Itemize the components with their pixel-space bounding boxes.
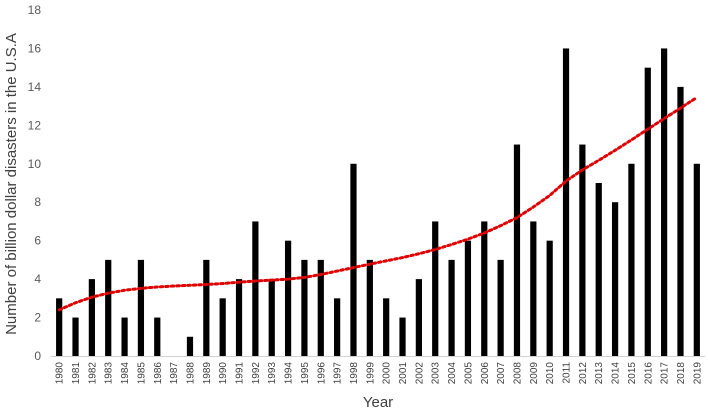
- x-tick-label: 1991: [235, 362, 246, 385]
- bar-1988: [186, 336, 194, 356]
- bar-2019: [693, 163, 700, 356]
- x-tick-label: 1994: [284, 362, 295, 385]
- x-tick-label: 2018: [676, 362, 687, 385]
- x-axis-ticks: 1980 1981 1982 1983 1984 1985 1986 1987 1988 1989…: [55, 362, 704, 385]
- x-tick-label: 1990: [218, 362, 229, 385]
- x-tick-label: 1996: [316, 362, 327, 385]
- y-tick-label: 10: [28, 157, 42, 171]
- x-tick-label: 1984: [120, 362, 131, 385]
- x-tick-label: 1981: [71, 362, 82, 385]
- bar-2003: [432, 221, 439, 356]
- bar-2011: [562, 48, 570, 356]
- bar-1998: [350, 163, 357, 356]
- bar-2016: [644, 67, 651, 357]
- x-axis-title: Year: [363, 394, 393, 411]
- x-tick-label: 2017: [660, 362, 671, 385]
- x-tick-label: 1992: [251, 362, 262, 385]
- x-tick-label: 1999: [365, 362, 376, 385]
- bar-2001: [399, 317, 406, 356]
- y-tick-label: 6: [34, 234, 41, 248]
- x-tick-label: 2009: [529, 362, 540, 385]
- x-tick-label: 1986: [153, 362, 164, 385]
- bar-1999: [366, 259, 373, 356]
- x-tick-label: 2007: [496, 362, 507, 385]
- bars: [56, 48, 700, 357]
- x-tick-label: 2019: [692, 362, 703, 385]
- bar-2018: [677, 86, 684, 356]
- bar-2005: [464, 240, 472, 356]
- x-tick-label: 2010: [545, 362, 556, 385]
- x-tick-label: 1993: [267, 362, 278, 385]
- x-tick-label: 2011: [562, 362, 573, 384]
- bar-1997: [334, 298, 341, 356]
- bar-2000: [383, 298, 390, 356]
- x-tick-label: 1983: [104, 362, 115, 385]
- y-axis-ticks: 0 2 4 6 8 10 12 14 16 18: [28, 3, 42, 363]
- y-tick-label: 18: [28, 3, 42, 17]
- bar-2017: [661, 48, 668, 356]
- bar-2008: [513, 144, 521, 356]
- x-tick-label: 2004: [447, 362, 458, 385]
- x-tick-label: 2008: [512, 362, 523, 385]
- y-tick-label: 0: [34, 349, 41, 363]
- bar-2007: [497, 259, 504, 356]
- x-tick-label: 1982: [87, 362, 98, 385]
- x-tick-label: 2001: [398, 362, 409, 385]
- x-tick-label: 2016: [643, 362, 654, 385]
- x-tick-label: 1980: [55, 362, 66, 385]
- bar-1984: [121, 317, 128, 356]
- bar-1983: [105, 259, 112, 356]
- y-tick-label: 16: [28, 41, 42, 55]
- y-tick-label: 8: [34, 195, 41, 209]
- bar-1996: [317, 259, 324, 356]
- x-tick-label: 2002: [414, 362, 425, 385]
- bar-1986: [154, 317, 161, 356]
- x-tick-label: 2013: [594, 362, 605, 385]
- bar-1993: [268, 279, 275, 356]
- trendline: [57, 95, 699, 312]
- bar-1994: [284, 240, 292, 356]
- bar-1992: [252, 221, 259, 356]
- x-tick-label: 1995: [300, 362, 311, 385]
- bar-1980: [56, 298, 63, 356]
- bar-2002: [415, 279, 422, 356]
- x-tick-label: 2000: [382, 362, 393, 385]
- bar-2006: [481, 221, 488, 356]
- bar-2004: [448, 259, 455, 356]
- x-tick-label: 2015: [627, 362, 638, 385]
- bar-1990: [219, 298, 226, 356]
- y-axis-title: Number of billion dollar disasters in th…: [3, 33, 20, 335]
- bar-1981: [72, 317, 79, 356]
- y-tick-label: 12: [28, 118, 42, 132]
- bar-1982: [88, 279, 95, 356]
- bar-2009: [530, 221, 537, 356]
- y-tick-label: 2: [34, 311, 41, 325]
- bar-1995: [301, 259, 308, 356]
- bar-1985: [137, 259, 145, 356]
- bar-1989: [203, 259, 210, 356]
- x-tick-label: 1985: [136, 362, 147, 385]
- bar-1991: [235, 279, 243, 356]
- x-tick-label: 1998: [349, 362, 360, 385]
- y-tick-label: 4: [34, 272, 41, 286]
- bar-2015: [628, 163, 635, 356]
- x-tick-label: 2006: [480, 362, 491, 385]
- x-tick-label: 1997: [333, 362, 344, 385]
- x-tick-label: 2003: [431, 362, 442, 385]
- x-tick-label: 1988: [185, 362, 196, 385]
- x-tick-label: 2012: [578, 362, 589, 385]
- bar-2010: [546, 240, 553, 356]
- x-tick-label: 2005: [463, 362, 474, 385]
- bar-2012: [579, 144, 586, 356]
- bar-2014: [611, 202, 619, 356]
- x-tick-label: 1987: [169, 362, 180, 385]
- x-tick-label: 2014: [611, 362, 622, 385]
- bar-2013: [595, 183, 602, 356]
- x-tick-label: 1989: [202, 362, 213, 385]
- y-tick-label: 14: [28, 80, 42, 94]
